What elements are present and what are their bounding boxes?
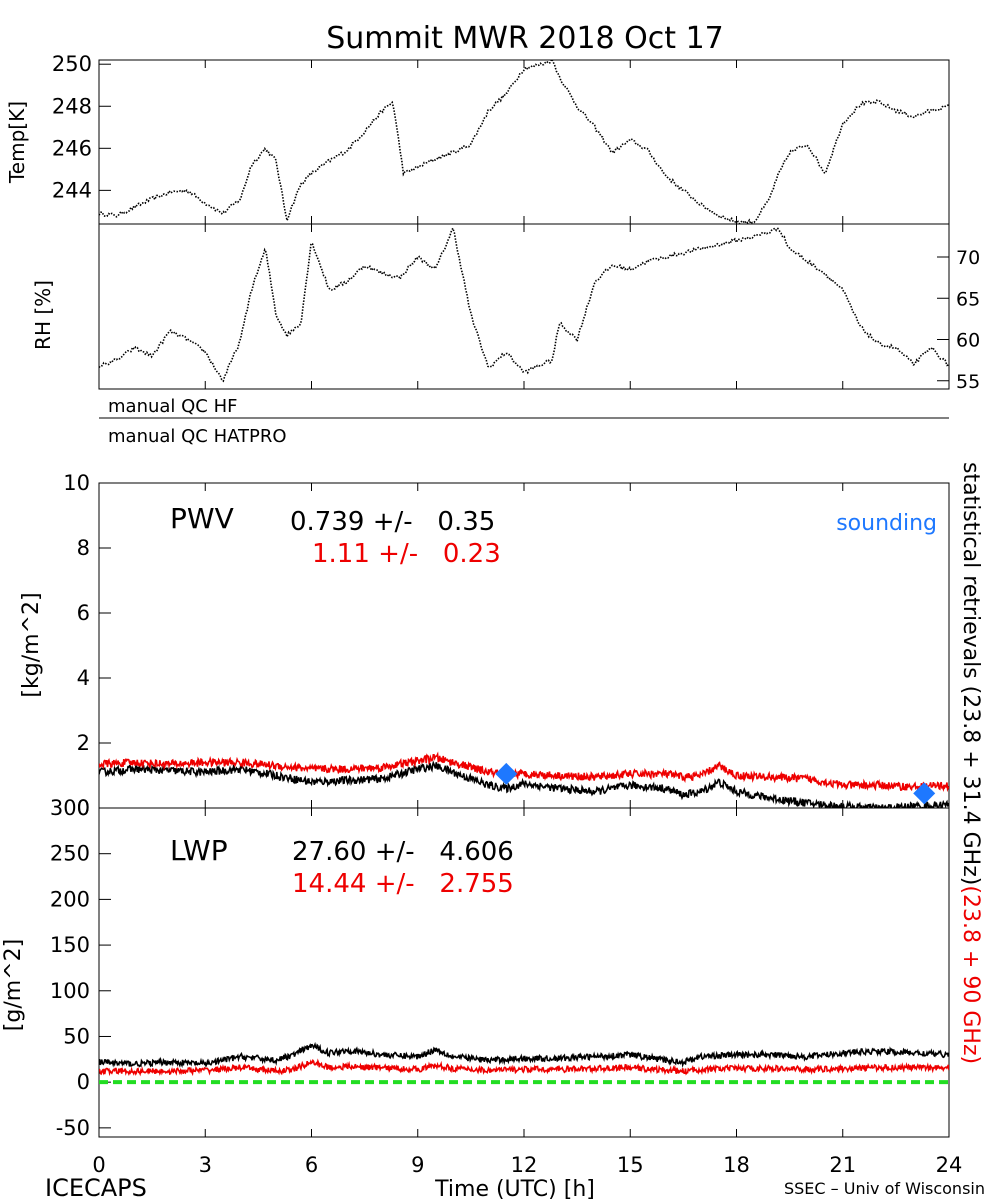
rh-frame: [98, 223, 950, 390]
y-tick-label: 4: [77, 666, 90, 690]
series-line-0: [99, 1041, 949, 1069]
y-tick-label: 250: [52, 52, 92, 76]
x-axis-label: Time (UTC) [h]: [434, 1177, 595, 1200]
pwv-title: PWV: [170, 502, 234, 535]
retrieval-label-black: statistical retrievals (23.8 + 31.4 GHz): [958, 462, 983, 885]
lwp-axis-label: [g/m^2]: [1, 939, 26, 1031]
chart-title: Summit MWR 2018 Oct 17: [326, 21, 724, 56]
rh-panel: RH [%] 55 60 65 70: [31, 223, 980, 393]
pwv-stat-black: 0.739 +/- 0.35: [290, 507, 495, 537]
pwv-stat-red: 1.11 +/- 0.23: [312, 539, 501, 569]
pwv-series: [99, 751, 949, 808]
y-tick-label: 250: [50, 842, 90, 866]
y-tick-label: 60: [956, 330, 980, 352]
y-tick-label: 65: [956, 288, 980, 310]
time-ticks: 0 3 6 9 12 15 18 21 24: [92, 1153, 962, 1177]
retrieval-label: statistical retrievals (23.8 + 31.4 GHz)…: [958, 462, 983, 1064]
x-tick-label: 3: [199, 1153, 212, 1177]
lwp-title: LWP: [170, 834, 228, 867]
series-group: [99, 60, 949, 224]
pwv-panel: [kg/m^2] 0 2 4 6 8 10 PWV 0.739 +/- 0.35 1.11…: [19, 471, 950, 820]
x-tick-label: 0: [92, 1153, 105, 1177]
temperature-axis-label: Temp[K]: [5, 101, 29, 184]
series-group: [99, 226, 949, 383]
y-tick-label: 6: [77, 601, 90, 625]
y-tick-label: 300: [50, 796, 90, 820]
x-tick-label: 18: [723, 1153, 750, 1177]
lwp-series: [99, 1041, 949, 1085]
qc-hatpro-label: manual QC HATPRO: [108, 426, 287, 447]
series-line-1: [99, 1058, 949, 1077]
lwp-stat-black: 27.60 +/- 4.606: [292, 837, 514, 867]
retrieval-label-red: (23.8 + 90 GHz): [958, 885, 983, 1064]
qc-hf-label: manual QC HF: [108, 396, 237, 417]
temperature-panel: Temp[K] 244 246 248 250: [5, 52, 950, 225]
x-tick-label: 9: [411, 1153, 424, 1177]
y-tick-label: 8: [77, 536, 90, 560]
x-tick-label: 12: [511, 1153, 538, 1177]
pwv-axis-label: [kg/m^2]: [19, 592, 44, 697]
y-tick-label: 244: [52, 178, 92, 202]
lwp-panel: [g/m^2] -50 0 50 100 150 200 250 300 LWP 27.60 …: [1, 796, 950, 1140]
y-tick-label: 200: [50, 887, 90, 911]
y-tick-label: 10: [63, 471, 90, 495]
y-tick-label: 246: [52, 136, 92, 160]
y-tick-label: -50: [56, 1116, 90, 1140]
footer-left: ICECAPS: [45, 1174, 147, 1200]
y-tick-label: 70: [956, 247, 980, 269]
series-group: [99, 751, 949, 808]
rh-ticks: 55 60 65 70: [98, 224, 980, 393]
y-tick-label: 0: [77, 796, 90, 820]
rh-axis-label: RH [%]: [31, 280, 55, 350]
y-tick-label: 0: [77, 1070, 90, 1094]
series-line-0: [99, 226, 949, 383]
y-tick-label: 2: [77, 731, 90, 755]
x-tick-label: 21: [829, 1153, 856, 1177]
sounding-legend: sounding: [836, 511, 937, 536]
temperature-frame: [98, 59, 950, 225]
y-tick-label: 248: [52, 94, 92, 118]
series-line-0: [99, 60, 949, 224]
x-tick-label: 6: [305, 1153, 318, 1177]
sounding-point: [913, 782, 936, 805]
temperature-ticks: 244 246 248 250: [52, 52, 950, 224]
x-tick-label: 24: [936, 1153, 963, 1177]
footer-right: SSEC – Univ of Wisconsin: [784, 1179, 985, 1198]
lwp-ticks: -50 0 50 100 150 200 250 300: [50, 796, 950, 1140]
series-line-1: [99, 751, 949, 793]
rh-series: [99, 226, 949, 383]
y-tick-label: 150: [50, 933, 90, 957]
lwp-stat-red: 14.44 +/- 2.755: [292, 869, 514, 899]
series-group: [99, 1041, 949, 1085]
sounding-point: [495, 762, 518, 785]
pwv-ticks: 0 2 4 6 8 10: [63, 471, 950, 820]
y-tick-label: 50: [63, 1024, 90, 1048]
x-tick-label: 15: [617, 1153, 644, 1177]
y-tick-label: 100: [50, 979, 90, 1003]
y-tick-label: 55: [956, 371, 980, 393]
temperature-series: [99, 60, 949, 224]
